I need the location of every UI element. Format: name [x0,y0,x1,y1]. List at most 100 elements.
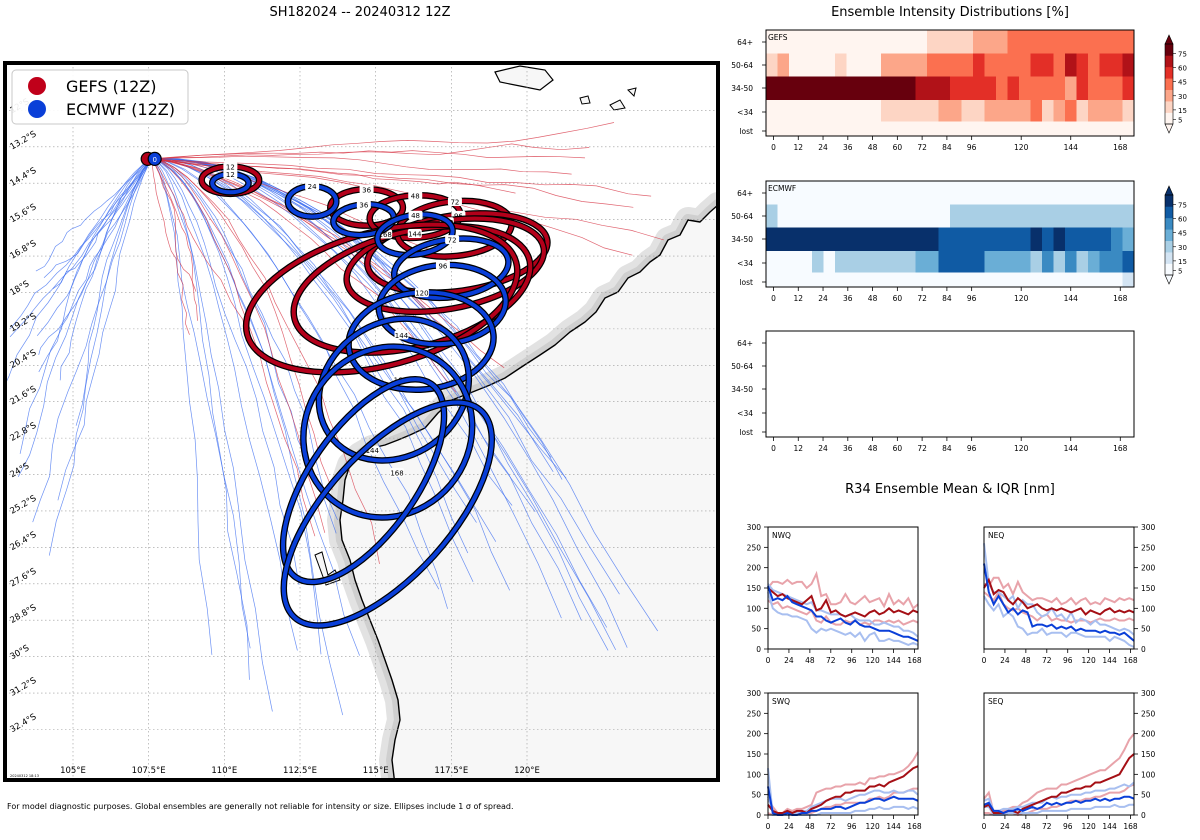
heat-cell [904,121,916,137]
row-label: lost [739,428,753,437]
ensemble-track [151,158,316,537]
ellipse-label-bg [414,288,429,298]
heat-cell [950,227,962,252]
x-tick-label: 96 [1063,656,1073,665]
y-tick-label: 300 [1141,689,1156,698]
ellipse-label-bg [305,181,320,191]
x-tick-label: 72 [826,822,836,831]
lon-label: 120°E [514,766,540,776]
heat-cell [938,204,951,228]
colorbar-seg [1165,101,1173,113]
x-tick-label: 72 [917,294,927,303]
heat-cell [1099,76,1112,101]
heat-cell [892,204,905,228]
x-tick-label: 144 [1064,143,1079,152]
heat-cell [766,30,778,54]
heat-cell [950,30,962,54]
heat-cell [1122,100,1135,122]
heat-cell [1030,204,1043,228]
heat-cell [1030,53,1043,77]
heat-cell [1088,251,1100,273]
ecmwf-ellipse-144b [281,377,447,584]
heat-cell [1076,121,1089,137]
heat-cell [1019,272,1031,288]
heat-cell [1111,30,1123,54]
ellipse-label: 144 [366,447,380,455]
ellipse-label: 36 [362,186,371,194]
y-tick-label: 200 [1141,564,1156,573]
x-tick-label: 120 [1014,143,1029,152]
ecmwf-mean-line [983,563,1135,642]
heat-cell [904,100,916,122]
ellipse-label-bg [435,260,450,270]
heat-cell [823,121,836,137]
ellipse-label: 48 [411,192,420,200]
heat-cell [1007,76,1020,101]
heat-cell [777,100,790,122]
x-tick-label: 48 [868,294,878,303]
x-tick-label: 36 [843,444,853,453]
ensemble-track [17,158,152,477]
heat-cell [1065,53,1077,77]
spread-ellipses: 1236487296120144168122436487296120144168… [198,161,551,629]
heat-cell [1099,121,1112,137]
heat-cell [1053,30,1066,54]
heat-cell [927,251,939,273]
heat-cell [1019,76,1031,101]
heat-cell [846,53,859,77]
ensemble-track [151,158,198,321]
heat-cell [996,227,1008,252]
x-tick-label: 60 [893,294,903,303]
gefs-mean-line [767,765,919,815]
lon-label: 105°E [60,766,86,776]
heat-cell [892,181,905,205]
heat-cell [892,227,905,252]
heat-cell [1111,100,1123,122]
ensemble-track [38,158,153,355]
heat-cell [927,76,939,101]
ellipse-label: 12 [226,163,235,171]
heat-cell [777,76,790,101]
heat-cell [973,204,985,228]
colorbar-seg [1165,240,1173,253]
heat-cell [766,181,778,205]
x-tick-label: 84 [942,294,952,303]
heat-cell [858,272,870,288]
heat-cell [858,251,870,273]
timestamp-stamp: 20240312 18:13 [10,774,39,778]
y-tick-label: 50 [1141,791,1151,800]
heat-cell [904,53,916,77]
colorbar-label: 60 [1178,65,1187,73]
heat-cell [800,181,813,205]
heat-cell [1099,53,1112,77]
heat-cell [869,272,882,288]
heat-cell [846,100,859,122]
land-islet [609,99,626,111]
heat-cell [869,30,882,54]
heat-cell [1019,227,1031,252]
y-tick-label: 150 [1141,750,1156,759]
intensity-title: Ensemble Intensity Distributions [%] [831,5,1069,20]
map-title: SH182024 -- 20240312 12Z [269,5,451,20]
heat-cell [927,204,939,228]
heat-cell [915,53,928,77]
heat-cell [846,30,859,54]
legend-label: ECMWF (12Z) [66,100,175,119]
ellipse-label-bg [390,467,405,477]
heat-cell [835,121,847,137]
heat-cell [1099,272,1112,288]
legend-label: GEFS (12Z) [66,77,156,96]
panel-frame [765,29,1135,137]
heat-cell [973,181,985,205]
colorbar-frame [1164,43,1174,125]
heat-cell [961,76,974,101]
heat-cell [823,53,836,77]
ellipse-label: 96 [438,262,447,270]
x-tick-label: 24 [784,656,794,665]
x-tick-label: 120 [865,822,880,831]
heat-cell [812,76,824,101]
heat-cell [1088,100,1100,122]
colorbar-label: 75 [1178,201,1187,209]
colorbar-cap [1164,34,1174,45]
heat-cell [789,76,801,101]
